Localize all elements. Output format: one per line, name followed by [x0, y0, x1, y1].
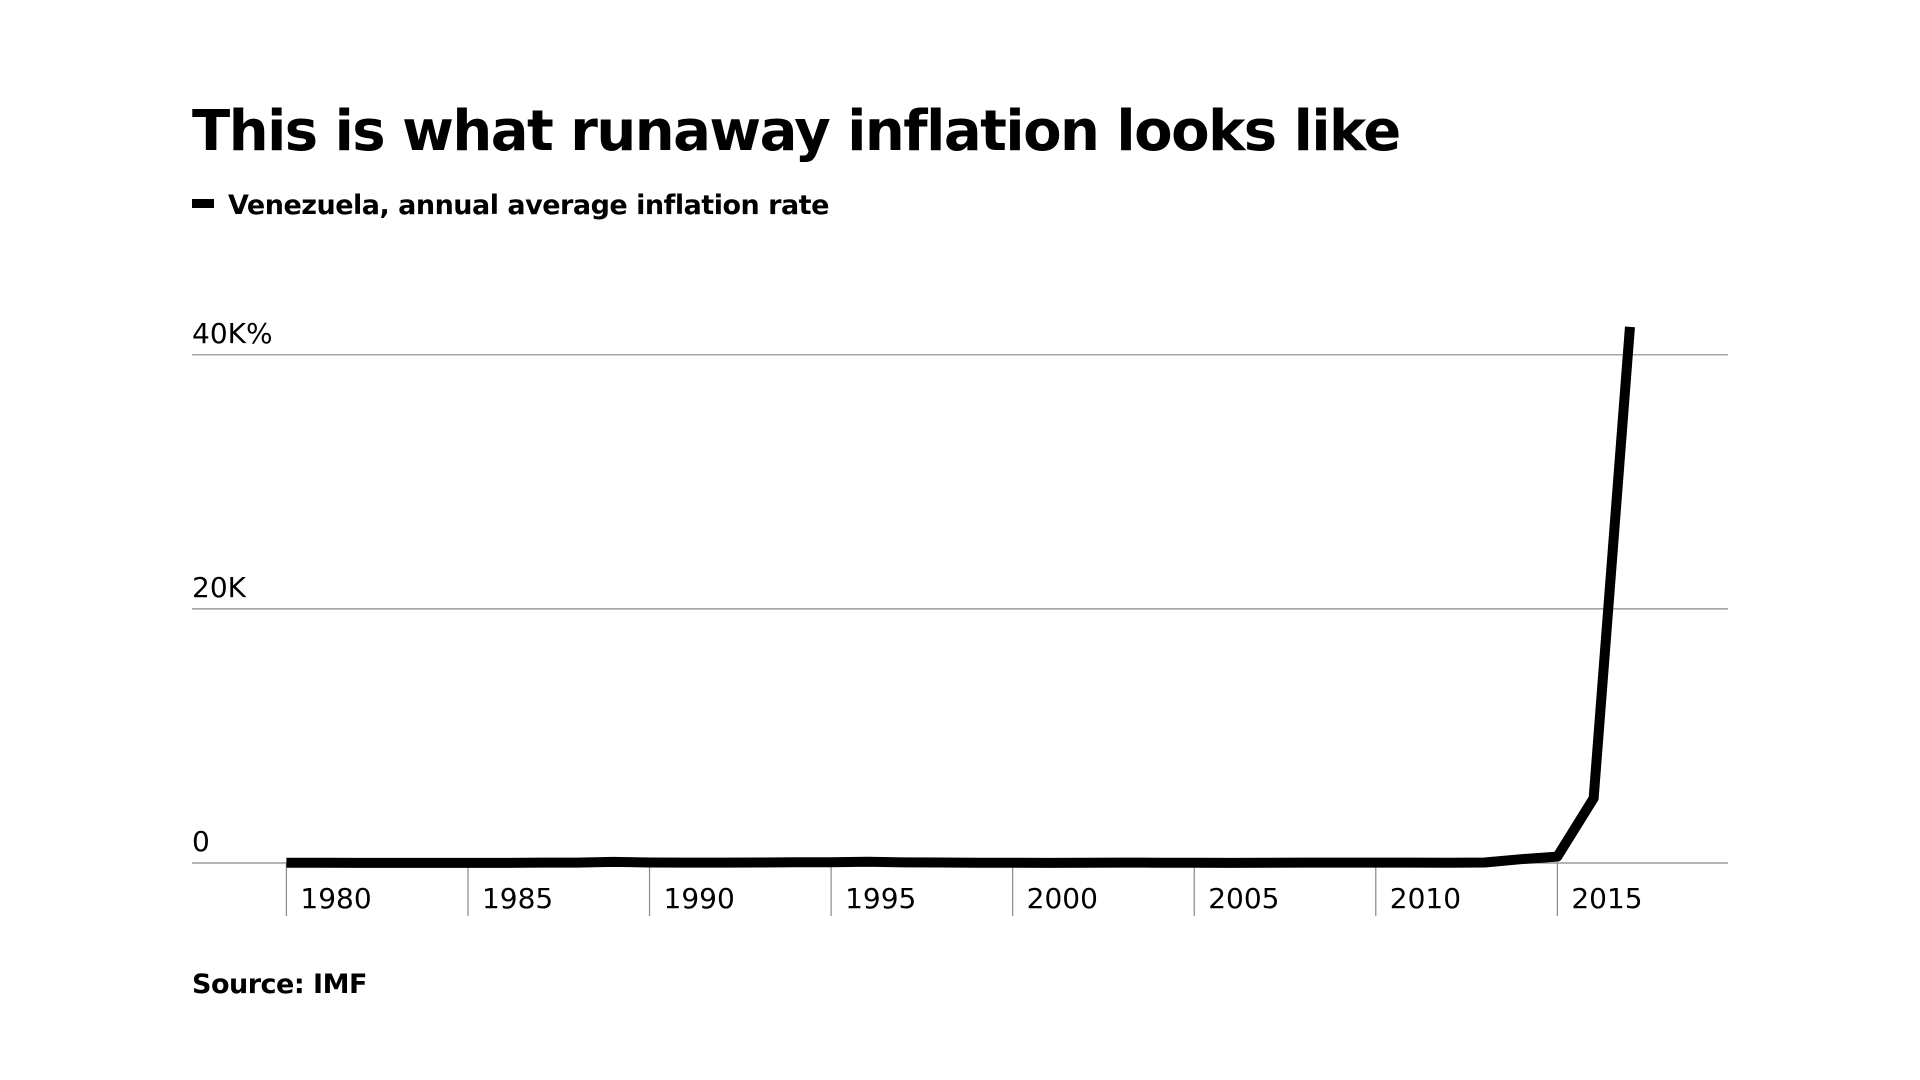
legend-label: Venezuela, annual average inflation rate	[228, 190, 829, 221]
x-tick-label: 1985	[482, 882, 553, 915]
x-tick-label: 1990	[664, 882, 735, 915]
y-tick-label: 0	[192, 825, 210, 858]
legend-swatch	[192, 199, 214, 208]
y-tick-label: 40K%	[192, 317, 273, 350]
y-tick-label: 20K	[192, 571, 247, 604]
x-tick-label: 1995	[845, 882, 916, 915]
x-tick-label: 2015	[1571, 882, 1642, 915]
x-tick-label: 2010	[1390, 882, 1461, 915]
series-line	[286, 326, 1635, 868]
x-tick-label: 2000	[1027, 882, 1098, 915]
chart-title: This is what runaway inflation looks lik…	[192, 99, 1400, 164]
x-tick-label: 2005	[1208, 882, 1279, 915]
source: Source: IMF	[192, 969, 367, 1000]
x-tick-label: 1980	[300, 882, 371, 915]
